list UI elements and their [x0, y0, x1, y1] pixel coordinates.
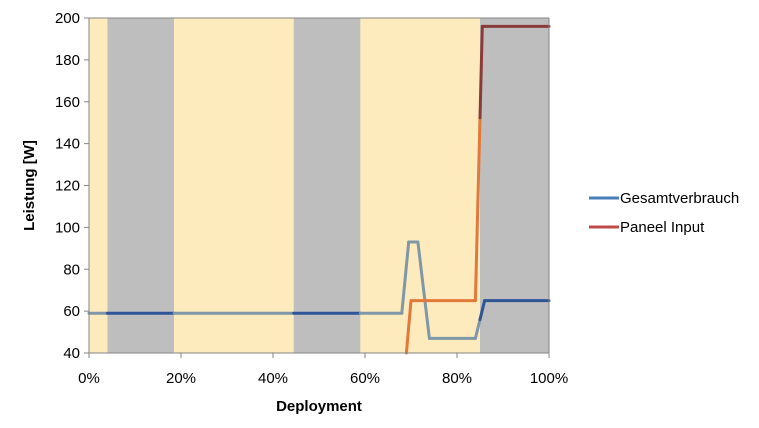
legend-item-gesamtverbrauch: Gesamtverbrauch [589, 190, 739, 207]
series-lines [87, 24, 551, 355]
series-segment [473, 116, 482, 303]
series-segment [400, 240, 411, 315]
y-tick-label: 180 [55, 52, 80, 69]
y-tick-label: 100 [55, 219, 80, 236]
series-gesamtverbrauch [87, 240, 551, 340]
series-segment [478, 299, 487, 321]
series-segment [478, 24, 484, 120]
x-tick-label: 100% [530, 370, 568, 387]
band-sunlight-2 [174, 18, 294, 353]
y-tick-label: 80 [63, 261, 80, 278]
series-segment [473, 318, 482, 340]
band-eclipse-1 [107, 18, 175, 353]
legend-label: Gesamtverbrauch [620, 190, 739, 207]
y-tick-label: 160 [55, 94, 80, 111]
band-sunlight-0 [89, 18, 108, 353]
y-tick-label: 40 [63, 345, 80, 362]
y-tick-label: 140 [55, 136, 80, 153]
x-axis-title: Deployment [276, 398, 362, 415]
y-tick-label: 200 [55, 10, 80, 27]
x-tick-label: 0% [78, 370, 100, 387]
series-segment [404, 299, 413, 355]
legend-label: Paneel Input [620, 219, 705, 236]
tick-labels: 40 60 80 100 120 140 160 180 200 0% 20% 40% 60% 80% 10… [55, 10, 568, 387]
background-bands [89, 18, 549, 353]
band-eclipse-3 [293, 18, 361, 353]
band-sunlight-4 [360, 18, 480, 353]
series-segment [416, 240, 431, 340]
x-tick-label: 20% [166, 370, 196, 387]
x-tick-label: 40% [258, 370, 288, 387]
y-tick-label: 120 [55, 178, 80, 195]
band-eclipse-5 [480, 18, 549, 353]
y-axis-title: Leistung [W] [21, 140, 38, 231]
x-tick-label: 80% [442, 370, 472, 387]
y-tick-label: 60 [63, 303, 80, 320]
x-tick-label: 60% [350, 370, 380, 387]
axes [84, 17, 550, 358]
legend-item-paneel-input: Paneel Input [589, 219, 705, 236]
series-paneel-input [404, 24, 551, 355]
legend: Gesamtverbrauch Paneel Input [589, 190, 739, 236]
